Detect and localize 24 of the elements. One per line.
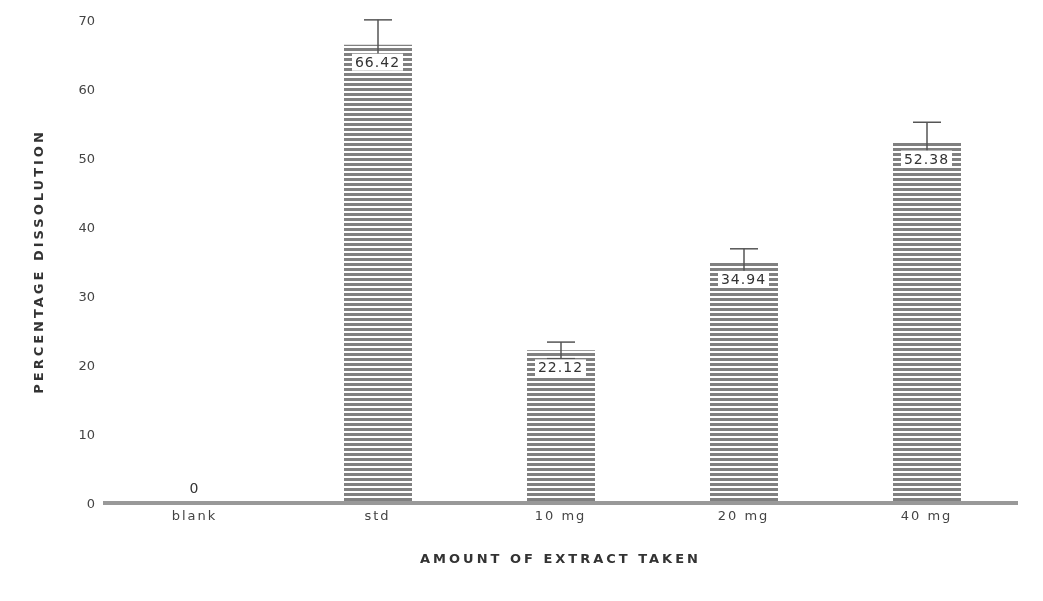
- x-tick-label: std: [364, 508, 391, 524]
- y-tick-label: 50: [78, 150, 95, 166]
- x-tick-label: 10 mg: [534, 508, 587, 524]
- data-label: 52.38: [903, 150, 950, 167]
- x-tick-label: 40 mg: [900, 508, 953, 524]
- bar: [527, 350, 595, 503]
- data-label: 66.42: [354, 53, 401, 70]
- y-tick-label: 20: [78, 357, 95, 373]
- bar: [893, 141, 961, 503]
- y-tick-label: 10: [78, 426, 95, 442]
- y-tick-label: 0: [86, 495, 95, 511]
- bar: [710, 261, 778, 503]
- y-axis-title: PERCENTAGE DISSOLUTION: [30, 129, 46, 394]
- data-label: 22.12: [537, 359, 584, 376]
- y-tick-label: 30: [78, 288, 95, 304]
- y-tick-label: 70: [78, 12, 95, 28]
- x-tick-label: 20 mg: [717, 508, 770, 524]
- x-axis-title: AMOUNT OF EXTRACT TAKEN: [420, 551, 701, 566]
- bar: [344, 44, 412, 503]
- y-tick-label: 60: [78, 81, 95, 97]
- data-label: 34.94: [720, 270, 767, 287]
- data-label: 0: [189, 480, 200, 496]
- y-tick-label: 40: [78, 219, 95, 235]
- x-tick-label: blank: [171, 508, 218, 524]
